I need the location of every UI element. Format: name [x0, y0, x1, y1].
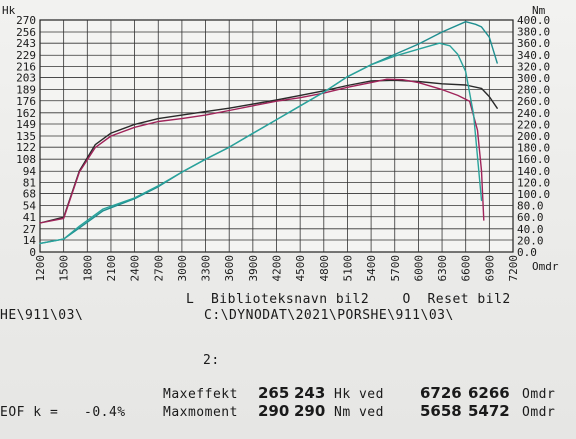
x-tick-label: 3300: [200, 255, 213, 282]
x-tick-label: 3600: [223, 255, 236, 282]
x-tick-label: 3000: [176, 255, 189, 282]
right-tick-label: 380.0: [517, 26, 550, 39]
maxeffekt-value-1: 265: [258, 384, 290, 402]
right-tick-label: 220.0: [517, 118, 550, 131]
right-tick-label: 180.0: [517, 142, 550, 155]
right-tick-label: 20.0: [517, 234, 544, 247]
x-tick-label: 1200: [34, 255, 47, 282]
x-tick-label: 2100: [105, 255, 118, 282]
x-tick-label: 4200: [271, 255, 284, 282]
left-tick-label: 81: [23, 176, 36, 189]
left-tick-label: 270: [16, 14, 36, 27]
left-path-fragment: HE\911\03\: [0, 308, 84, 323]
x-tick-label: 6600: [460, 255, 473, 282]
x-tick-label: 6300: [436, 255, 449, 282]
right-tick-label: 0.0: [517, 246, 537, 259]
left-tick-label: 135: [16, 130, 36, 143]
series-line-4: [39, 42, 483, 245]
left-tick-label: 54: [23, 200, 37, 213]
x-tick-label: 4800: [318, 255, 331, 282]
series-line-2: [39, 78, 485, 224]
left-tick-label: 108: [16, 153, 36, 166]
left-tick-label: 122: [16, 141, 36, 154]
right-tick-label: 100.0: [517, 188, 550, 201]
x-tick-label: 5400: [365, 255, 378, 282]
maxmoment-label: Maxmoment: [163, 405, 238, 420]
right-tick-label: 260.0: [517, 95, 550, 108]
left-tick-label: 176: [16, 95, 36, 108]
x-tick-label: 3900: [247, 255, 260, 282]
right-tick-label: 40.0: [517, 223, 544, 236]
power-rpm-2: 6266: [468, 384, 510, 402]
x-tick-label: 2700: [152, 255, 165, 282]
right-tick-label: 140.0: [517, 165, 550, 178]
x-tick-label: 6000: [412, 255, 425, 282]
maxeffekt-value-2: 243: [294, 384, 326, 402]
left-tick-label: 14: [23, 234, 37, 247]
x-tick-label: 1500: [58, 255, 71, 282]
nm-ved-label: Nm ved: [334, 405, 384, 420]
left-tick-label: 203: [16, 72, 36, 85]
right-axis-label: Nm: [532, 4, 546, 17]
torque-rpm-2: 5472: [468, 402, 510, 420]
right-tick-label: 60.0: [517, 211, 544, 224]
hk-ved-label: Hk ved: [334, 387, 384, 402]
x-tick-label: 5700: [389, 255, 402, 282]
right-tick-label: 320.0: [517, 60, 550, 73]
left-tick-label: 189: [16, 84, 36, 97]
x-tick-label: 4500: [294, 255, 307, 282]
x-tick-label: 5100: [341, 255, 354, 282]
right-tick-label: 280.0: [517, 84, 550, 97]
x-tick-label: 2400: [129, 255, 142, 282]
series-line-1: [39, 79, 498, 224]
maxmoment-value-2: 290: [294, 402, 326, 420]
maxeffekt-label: Maxeffekt: [163, 387, 238, 402]
left-tick-label: 41: [23, 211, 36, 224]
left-axis-label: Hk: [2, 4, 16, 17]
omdr-label-2: Omdr: [522, 405, 556, 420]
left-tick-label: 256: [16, 26, 36, 39]
left-tick-label: 216: [16, 60, 36, 73]
left-tick-label: 243: [16, 37, 36, 50]
maxmoment-value-1: 290: [258, 402, 290, 420]
x-axis-label: Omdr: [532, 260, 559, 273]
left-tick-label: 229: [16, 49, 36, 62]
x-tick-label: 6900: [483, 255, 496, 282]
right-tick-label: 80.0: [517, 200, 544, 213]
left-tick-label: 162: [16, 107, 36, 120]
path-line: C:\DYNODAT\2021\PORSHE\911\03\: [204, 308, 454, 323]
left-tick-label: 27: [23, 223, 36, 236]
x-tick-label: 7200: [507, 255, 520, 282]
right-tick-label: 240.0: [517, 107, 550, 120]
dyno-chart: 1200 1500 1800 2100 2400 2700 3000 3300 3600 3900…: [2, 4, 559, 282]
right-tick-label: 120.0: [517, 176, 550, 189]
x-tick-label: 1800: [81, 255, 94, 282]
power-rpm-1: 6726: [420, 384, 462, 402]
right-tick-label: 200.0: [517, 130, 550, 143]
right-tick-label: 300.0: [517, 72, 550, 85]
right-tick-label: 400.0: [517, 14, 550, 27]
torque-rpm-1: 5658: [420, 402, 462, 420]
right-tick-label: 340.0: [517, 49, 550, 62]
slot-label: 2:: [203, 353, 220, 368]
right-tick-label: 360.0: [517, 37, 550, 50]
omdr-label-1: Omdr: [522, 387, 556, 402]
left-tick-label: 68: [23, 188, 36, 201]
right-tick-label: 160.0: [517, 153, 550, 166]
left-tick-label: 94: [23, 165, 37, 178]
left-tick-label: 0: [29, 246, 36, 259]
left-tick-label: 149: [16, 118, 36, 131]
eof-value: -0.4%: [84, 405, 126, 420]
library-line: L Biblioteksnavn bil2 O Reset bil2: [186, 292, 511, 307]
eof-label: EOF k =: [0, 405, 59, 420]
